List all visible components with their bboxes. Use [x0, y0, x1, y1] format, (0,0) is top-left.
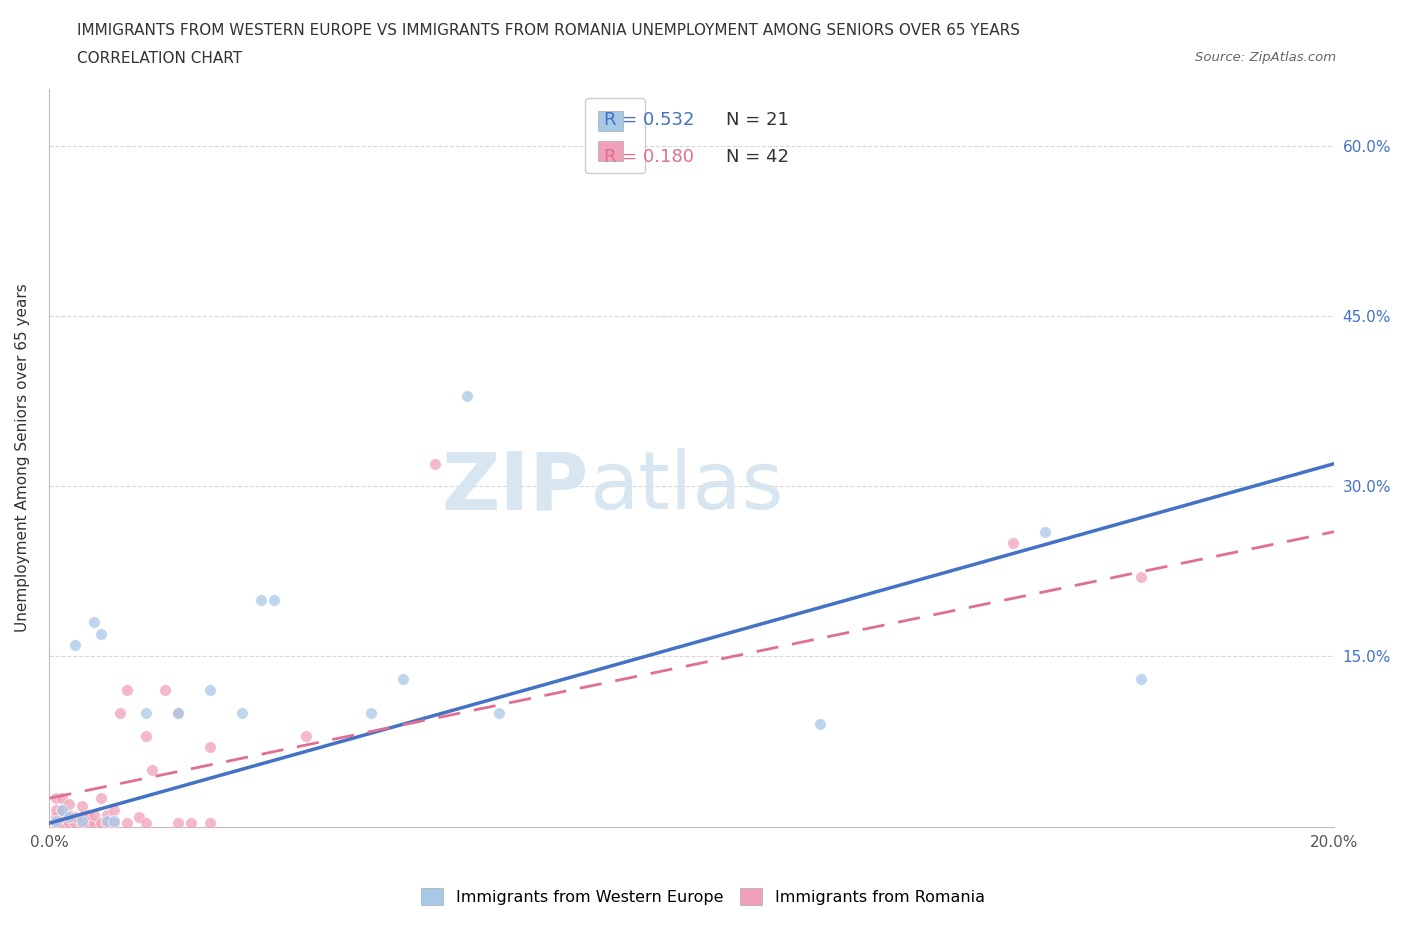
Point	[51, 816, 73, 830]
Point	[70, 799, 93, 814]
Point	[83, 808, 105, 823]
Point	[135, 728, 157, 743]
Point	[58, 810, 80, 825]
Point	[45, 814, 67, 829]
Point	[51, 810, 73, 825]
Point	[45, 810, 67, 825]
Point	[96, 816, 118, 830]
Point	[808, 717, 831, 732]
Point	[103, 802, 125, 817]
Point	[108, 706, 131, 721]
Point	[295, 728, 318, 743]
Point	[45, 816, 67, 830]
Point	[90, 790, 112, 805]
Point	[77, 816, 100, 830]
Text: ZIP: ZIP	[441, 448, 589, 526]
Text: atlas: atlas	[589, 448, 783, 526]
Point	[167, 706, 190, 721]
Point	[90, 626, 112, 641]
Point	[51, 802, 73, 817]
Point	[103, 814, 125, 829]
Point	[96, 808, 118, 823]
Point	[70, 810, 93, 825]
Point	[128, 810, 150, 825]
Point	[63, 816, 86, 830]
Point	[58, 816, 80, 830]
Point	[83, 615, 105, 630]
Point	[263, 592, 285, 607]
Y-axis label: Unemployment Among Seniors over 65 years: Unemployment Among Seniors over 65 years	[15, 284, 30, 632]
Point	[135, 706, 157, 721]
Point	[63, 810, 86, 825]
Point	[1033, 525, 1056, 539]
Point	[115, 683, 138, 698]
Point	[391, 671, 413, 686]
Point	[1130, 671, 1153, 686]
Point	[423, 457, 446, 472]
Point	[198, 683, 221, 698]
Point	[45, 802, 67, 817]
Text: R = 0.532: R = 0.532	[605, 112, 695, 129]
Point	[198, 739, 221, 754]
Point	[141, 763, 163, 777]
Point	[198, 816, 221, 830]
Text: CORRELATION CHART: CORRELATION CHART	[77, 51, 242, 66]
Point	[135, 816, 157, 830]
Point	[63, 638, 86, 653]
Point	[167, 706, 190, 721]
Point	[58, 808, 80, 823]
Point	[153, 683, 176, 698]
Legend: , : ,	[585, 99, 644, 173]
Point	[83, 816, 105, 830]
Point	[488, 706, 510, 721]
Point	[1130, 569, 1153, 584]
Point	[70, 814, 93, 829]
Point	[96, 814, 118, 829]
Text: N = 42: N = 42	[727, 148, 789, 166]
Point	[231, 706, 253, 721]
Text: R = 0.180: R = 0.180	[605, 148, 695, 166]
Point	[180, 816, 202, 830]
Point	[1001, 536, 1024, 551]
Text: Source: ZipAtlas.com: Source: ZipAtlas.com	[1195, 51, 1336, 64]
Text: N = 21: N = 21	[727, 112, 789, 129]
Point	[90, 816, 112, 830]
Point	[51, 790, 73, 805]
Point	[115, 816, 138, 830]
Point	[45, 790, 67, 805]
Point	[167, 816, 190, 830]
Point	[51, 802, 73, 817]
Point	[58, 796, 80, 811]
Point	[103, 816, 125, 830]
Point	[250, 592, 273, 607]
Text: IMMIGRANTS FROM WESTERN EUROPE VS IMMIGRANTS FROM ROMANIA UNEMPLOYMENT AMONG SEN: IMMIGRANTS FROM WESTERN EUROPE VS IMMIGR…	[77, 23, 1021, 38]
Point	[456, 388, 478, 403]
Point	[360, 706, 382, 721]
Point	[77, 808, 100, 823]
Point	[70, 816, 93, 830]
Legend: Immigrants from Western Europe, Immigrants from Romania: Immigrants from Western Europe, Immigran…	[413, 880, 993, 912]
